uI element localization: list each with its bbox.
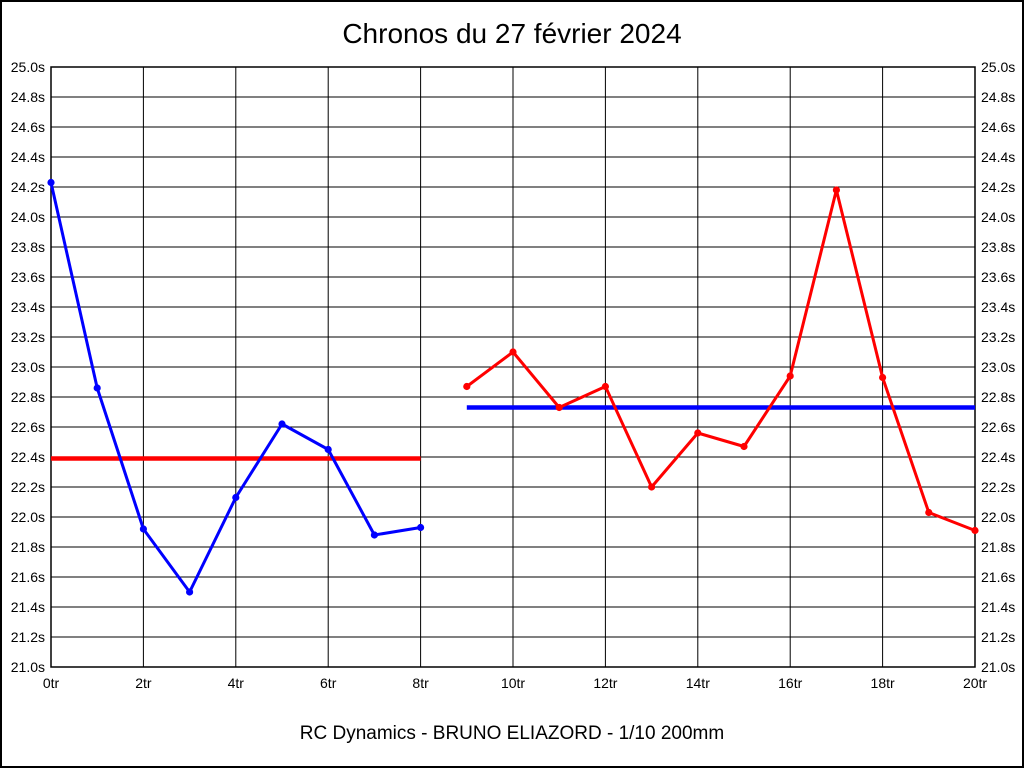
chart-caption: RC Dynamics - BRUNO ELIAZORD - 1/10 200m…	[299, 723, 725, 744]
y-tick-label-right: 24.8s	[981, 89, 1015, 105]
y-tick-label-right: 21.8s	[981, 539, 1015, 555]
y-tick-label-left: 22.8s	[11, 389, 45, 405]
y-tick-label-left: 22.4s	[11, 449, 45, 465]
plot-border	[50, 66, 976, 668]
y-tick-label-left: 25.0s	[11, 59, 45, 75]
y-tick-label-right: 23.8s	[981, 239, 1015, 255]
x-tick-label: 10tr	[501, 675, 525, 691]
y-tick-label-left: 23.0s	[11, 359, 45, 375]
run-1-blue-point	[278, 420, 286, 428]
y-tick-label-right: 22.8s	[981, 389, 1015, 405]
y-tick-label-left: 21.2s	[11, 629, 45, 645]
y-tick-label-right: 22.0s	[981, 509, 1015, 525]
y-tick-label-right: 22.2s	[981, 479, 1015, 495]
x-tick-label: 16tr	[778, 675, 802, 691]
y-tick-label-left: 21.8s	[11, 539, 45, 555]
y-tick-label-left: 21.4s	[11, 599, 45, 615]
y-tick-label-right: 23.0s	[981, 359, 1015, 375]
y-tick-label-right: 24.0s	[981, 209, 1015, 225]
run-2-red-point	[786, 372, 794, 380]
run-2-red-point	[648, 483, 656, 491]
run-1-blue-point	[47, 178, 55, 187]
y-tick-label-right: 24.6s	[981, 119, 1015, 135]
x-tick-label: 20tr	[963, 675, 987, 691]
y-tick-label-left: 23.8s	[11, 239, 45, 255]
chart-title: Chronos du 27 février 2024	[342, 18, 682, 49]
run-1-blue-point	[139, 525, 147, 533]
y-tick-label-right: 24.2s	[981, 179, 1015, 195]
x-tick-label: 8tr	[412, 675, 429, 691]
run-2-red-point	[832, 186, 841, 194]
x-tick-label: 12tr	[593, 675, 617, 691]
x-tick-label: 4tr	[228, 675, 245, 691]
y-tick-label-right: 23.2s	[981, 329, 1015, 345]
run-2-red-point	[509, 348, 517, 356]
run-2-red-point	[879, 373, 887, 382]
y-tick-label-right: 24.4s	[981, 149, 1015, 165]
x-tick-label: 2tr	[135, 675, 152, 691]
y-tick-label-left: 23.4s	[11, 299, 45, 315]
y-tick-label-left: 24.0s	[11, 209, 45, 225]
y-tick-label-right: 21.4s	[981, 599, 1015, 615]
run-2-red-point	[740, 442, 748, 451]
y-tick-label-right: 22.6s	[981, 419, 1015, 435]
y-tick-label-left: 24.6s	[11, 119, 45, 135]
y-tick-label-right: 23.4s	[981, 299, 1015, 315]
run-2-red-point	[925, 508, 933, 517]
run-2-red-point	[601, 382, 610, 391]
y-tick-label-right: 25.0s	[981, 59, 1015, 75]
y-tick-label-left: 22.6s	[11, 419, 45, 435]
x-tick-label: 18tr	[871, 675, 895, 691]
x-tick-label: 6tr	[320, 675, 337, 691]
run-2-red-point	[971, 526, 979, 535]
y-tick-label-left: 24.8s	[11, 89, 45, 105]
y-tick-label-left: 24.2s	[11, 179, 45, 195]
run-1-blue-point	[324, 445, 332, 454]
y-tick-label-left: 23.6s	[11, 269, 45, 285]
y-tick-label-left: 22.2s	[11, 479, 45, 495]
y-tick-label-right: 21.6s	[981, 569, 1015, 585]
run-1-blue-point	[370, 531, 378, 539]
run-2-red-point	[463, 382, 471, 391]
run-2-red-line	[465, 188, 976, 532]
y-tick-label-left: 22.0s	[11, 509, 45, 525]
y-tick-label-left: 21.6s	[11, 569, 45, 585]
run-1-blue-point	[417, 523, 425, 532]
run-2-red-point	[555, 403, 563, 412]
run-1-blue-point	[232, 493, 240, 502]
x-tick-label: 0tr	[43, 675, 60, 691]
y-tick-label-right: 21.2s	[981, 629, 1015, 645]
y-tick-label-left: 21.0s	[11, 659, 45, 675]
y-tick-label-right: 23.6s	[981, 269, 1015, 285]
y-tick-label-left: 23.2s	[11, 329, 45, 345]
run-1-blue-point	[93, 384, 101, 392]
y-tick-label-right: 22.4s	[981, 449, 1015, 465]
y-tick-label-right: 21.0s	[981, 659, 1015, 675]
run-1-blue-point	[186, 588, 194, 596]
y-tick-label-left: 24.4s	[11, 149, 45, 165]
run-2-red-point	[694, 429, 702, 437]
x-tick-label: 14tr	[686, 675, 710, 691]
